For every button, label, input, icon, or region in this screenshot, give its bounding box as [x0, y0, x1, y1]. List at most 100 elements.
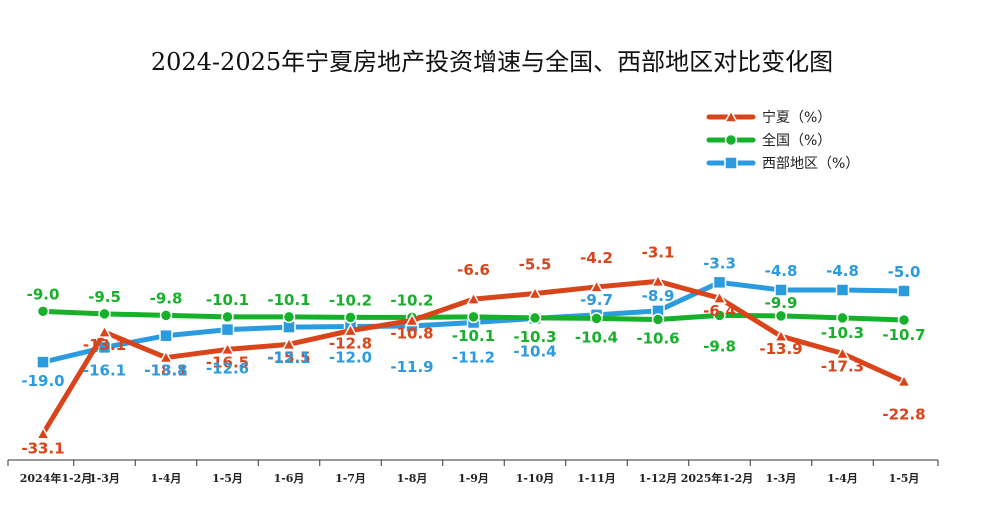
data-label: -10.4: [513, 342, 556, 360]
x-tick-label: 1-3月: [766, 472, 797, 485]
data-label: -13.1: [83, 336, 126, 354]
data-label: -9.9: [765, 294, 798, 312]
data-point: [528, 311, 542, 325]
data-point: [835, 283, 850, 297]
data-label: -9.5: [88, 288, 121, 306]
legend-item: 西部地区（%）: [706, 156, 859, 172]
data-label: -16.5: [206, 353, 249, 371]
data-label: -5.0: [888, 263, 921, 281]
data-label: -10.1: [267, 291, 310, 309]
data-label: -10.7: [882, 326, 925, 344]
x-tick-label: 1-10月: [516, 472, 555, 485]
data-point: [36, 355, 50, 369]
x-tick-label: 2024年1-2月: [20, 471, 93, 485]
data-point: [159, 309, 173, 322]
data-point: [651, 313, 665, 326]
data-label: -12.0: [329, 349, 372, 367]
data-label: -15.5: [267, 348, 310, 366]
data-point: [158, 349, 174, 364]
legend-label: 全国（%）: [762, 132, 831, 149]
data-label: -3.1: [642, 243, 675, 261]
x-tick-label: 1-9月: [458, 472, 489, 485]
data-point: [773, 328, 789, 342]
x-tick-label: 1-5月: [212, 472, 243, 485]
data-point: [404, 312, 420, 327]
data-labels: -33.1 -13.1 -18.1 -16.5 -15.5 -12.8 -10.8 -6.6 -…: [21, 243, 925, 457]
data-point: [35, 426, 51, 440]
legend-item: 全国（%）: [706, 132, 831, 149]
data-point: [774, 283, 788, 297]
data-point: [159, 328, 173, 343]
legend-item: 宁夏（%）: [706, 109, 831, 126]
data-point: [590, 312, 603, 325]
data-label: -11.2: [452, 348, 495, 366]
data-point: [897, 313, 911, 327]
legend-marker: [723, 109, 739, 123]
data-label: -10.2: [329, 291, 372, 309]
data-label: -4.2: [580, 249, 613, 267]
x-tick-label: 1-3月: [89, 472, 120, 485]
legend-label: 宁夏（%）: [762, 109, 831, 126]
data-point: [896, 373, 912, 388]
data-label: -10.4: [575, 328, 618, 346]
chart-title: 2024-2025年宁夏房地产投资增速与全国、西部地区对比变化图: [151, 48, 833, 76]
x-tick-label: 1-6月: [274, 472, 305, 485]
data-point: [836, 311, 849, 325]
data-point: [835, 345, 850, 360]
data-label: -12.1: [267, 349, 310, 367]
data-label: -9.8: [150, 289, 183, 307]
data-point: [897, 284, 911, 298]
data-point: [589, 279, 604, 293]
data-label: -8.9: [642, 287, 675, 305]
data-point: [97, 340, 112, 355]
data-point: [98, 307, 111, 321]
data-point: [220, 322, 235, 337]
data-label: -4.8: [826, 262, 859, 280]
x-tick-label: 2025年1-2月: [681, 471, 754, 485]
data-label: -18.1: [144, 362, 187, 380]
data-point: [343, 323, 358, 337]
data-point: [466, 291, 481, 305]
data-label: -13.8: [144, 362, 187, 380]
data-point: [467, 310, 480, 324]
data-point: [281, 336, 297, 351]
data-label: -22.8: [882, 405, 925, 423]
x-tick-label: 1-8月: [397, 472, 428, 485]
data-label: -10.3: [821, 324, 864, 342]
data-label: -9.8: [703, 337, 736, 355]
legend-label: 西部地区（%）: [762, 156, 859, 172]
data-label: -10.2: [390, 291, 433, 309]
data-label: -10.1: [452, 327, 495, 345]
data-label: -33.1: [21, 440, 64, 458]
series-circle: [36, 305, 911, 327]
data-label: -10.3: [513, 328, 556, 346]
data-point: [97, 324, 112, 338]
data-point: [344, 311, 357, 324]
data-label: -6.4: [703, 302, 736, 320]
data-point: [712, 275, 727, 290]
data-label: -10.1: [206, 291, 249, 309]
data-point: [527, 285, 543, 300]
data-point: [220, 341, 235, 356]
x-tick-label: 1-4月: [151, 472, 182, 485]
x-tick-label: 1-5月: [889, 472, 920, 485]
data-point: [221, 310, 234, 324]
x-tick-label: 1-7月: [335, 472, 366, 485]
data-point: [282, 310, 296, 324]
data-point: [36, 305, 50, 318]
data-label: -10.6: [636, 329, 679, 347]
data-label: -4.8: [765, 262, 798, 280]
x-tick-label: 1-12月: [639, 472, 678, 485]
data-label: -16.1: [83, 361, 126, 379]
data-label: -12.6: [206, 360, 249, 378]
data-label: -3.3: [703, 254, 736, 272]
data-label: -5.5: [519, 256, 552, 274]
data-label: -12.8: [329, 335, 372, 353]
data-label: -6.6: [457, 261, 490, 279]
legend-marker: [724, 133, 738, 147]
series-layer: [35, 273, 912, 440]
data-label: -17.3: [821, 357, 864, 375]
x-axis: 2024年1-2月1-3月 1-4月 1-5月 1-6月 1-7月 1-8月 1-9月 1-1…: [7, 459, 939, 485]
data-label: -9.7: [580, 291, 613, 309]
